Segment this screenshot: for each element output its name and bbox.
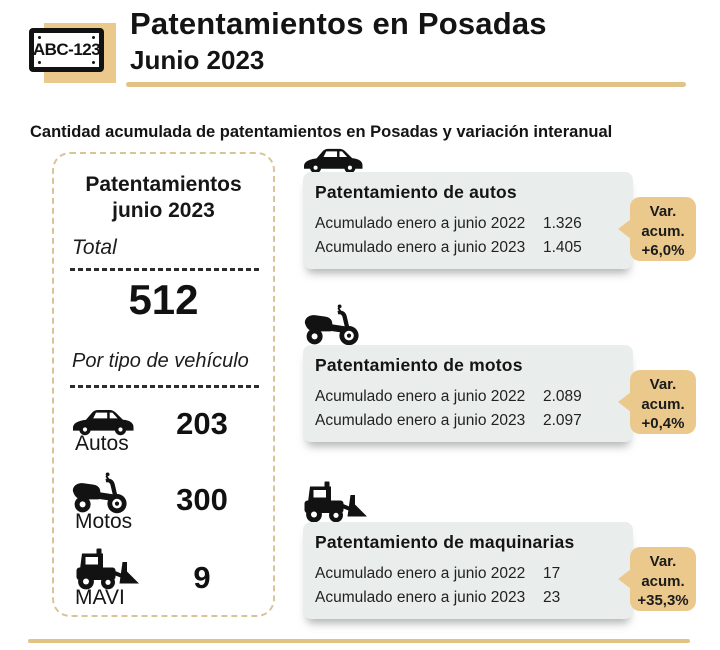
page-description: Cantidad acumulada de patentamientos en … (30, 122, 613, 141)
loader-icon (298, 481, 368, 523)
by-type-label: Por tipo de vehículo (72, 350, 249, 372)
header-titles: Patentamientos en Posadas Junio 2023 (130, 6, 547, 76)
summary-row-motos: Motos 300 (68, 472, 266, 534)
card-row-label: Acumulado enero a junio 2023 (315, 412, 526, 429)
license-plate: ABC-123 (29, 28, 104, 72)
badge-line: +6,0% (641, 242, 685, 259)
plate-screw-dot (92, 36, 95, 39)
card-row-value: 1.326 (543, 215, 582, 232)
vehicle-type-label: MAVI (75, 586, 125, 609)
variation-badge-maquinarias: Var. acum. +35,3% (618, 547, 696, 611)
car-icon (300, 145, 366, 174)
total-label: Total (72, 236, 117, 259)
card-maquinarias: Patentamiento de maquinarias Acumulado e… (303, 522, 633, 619)
plate-screw-dot (38, 61, 41, 64)
card-row-label: Acumulado enero a junio 2022 (315, 215, 526, 232)
card-title: Patentamiento de maquinarias (315, 532, 575, 552)
summary-title: Patentamientos junio 2023 (54, 172, 273, 225)
plate-screw-dot (92, 61, 95, 64)
summary-panel: Patentamientos junio 2023 Total 512 Por … (52, 152, 275, 617)
total-value: 512 (128, 276, 199, 323)
plate-text: ABC-123 (32, 40, 101, 59)
license-plate-icon: ABC-123 (28, 12, 124, 90)
loader-icon (70, 548, 140, 590)
card-motos: Patentamiento de motos Acumulado enero a… (303, 345, 633, 442)
plate-screw-dot (38, 36, 41, 39)
car-icon (70, 406, 136, 436)
vehicle-type-value: 203 (176, 406, 228, 441)
card-row-value: 17 (543, 565, 561, 582)
vehicle-type-label: Autos (75, 432, 129, 455)
page-title: Patentamientos en Posadas (130, 6, 547, 41)
badge-line: +0,4% (641, 415, 685, 432)
scooter-icon (302, 304, 364, 346)
scooter-icon (70, 472, 132, 514)
badge-line: acum. (641, 572, 685, 590)
card-row-value: 23 (543, 589, 561, 606)
summary-row-autos: Autos 203 (68, 400, 266, 462)
card-row-value: 2.089 (543, 388, 582, 405)
summary-title-line2: junio 2023 (112, 199, 215, 223)
summary-row-mavi: MAVI 9 (68, 546, 266, 609)
dashed-separator (70, 385, 260, 388)
badge-line: +35,3% (637, 592, 689, 609)
dashed-separator (70, 268, 260, 271)
card-row-label: Acumulado enero a junio 2023 (315, 239, 526, 256)
card-row-value: 1.405 (543, 239, 582, 256)
page-subtitle: Junio 2023 (130, 45, 265, 75)
badge-line: acum. (641, 395, 685, 413)
card-title: Patentamiento de motos (315, 355, 523, 375)
badge-line: Var. (649, 203, 677, 220)
card-autos: Patentamiento de autos Acumulado enero a… (303, 172, 633, 269)
variation-badge-motos: Var. acum. +0,4% (618, 370, 696, 434)
variation-badge-autos: Var. acum. +6,0% (618, 197, 696, 261)
badge-line: Var. (649, 553, 677, 570)
badge-line: Var. (649, 376, 677, 393)
vehicle-type-label: Motos (75, 510, 133, 533)
vehicle-type-value: 9 (193, 560, 211, 595)
card-row-label: Acumulado enero a junio 2022 (315, 565, 526, 582)
summary-title-line1: Patentamientos (85, 173, 242, 196)
card-row-value: 2.097 (543, 412, 582, 429)
badge-line: acum. (641, 222, 685, 240)
card-row-label: Acumulado enero a junio 2022 (315, 388, 526, 405)
card-row-label: Acumulado enero a junio 2023 (315, 589, 526, 606)
card-title: Patentamiento de autos (315, 182, 517, 202)
vehicle-type-value: 300 (176, 482, 228, 517)
footer-divider (28, 639, 690, 643)
header-divider (126, 82, 686, 87)
